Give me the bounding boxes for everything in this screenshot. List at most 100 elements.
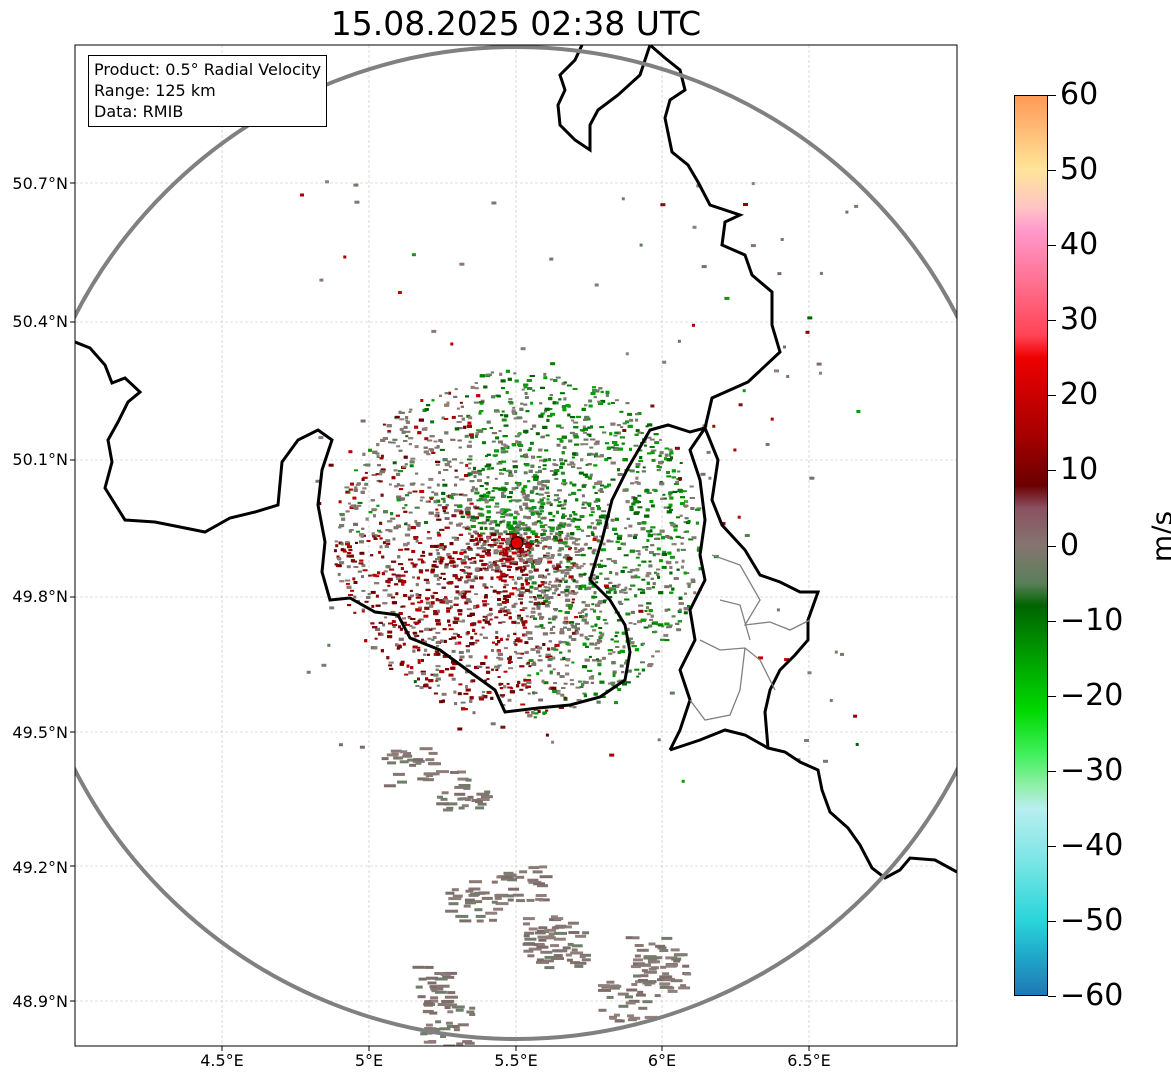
- echo-pixel: [375, 575, 380, 578]
- echo-pixel: [485, 455, 488, 458]
- echo-pixel: [403, 425, 408, 429]
- echo-pixel: [354, 486, 358, 490]
- echo-pixel: [656, 553, 661, 556]
- echo-pixel: [645, 508, 650, 512]
- echo-pixel: [568, 635, 572, 639]
- echo-pixel: [523, 550, 528, 553]
- echo-pixel: [661, 536, 665, 540]
- echo-pixel: [484, 563, 488, 566]
- echo-pixel: [510, 499, 516, 502]
- echo-pixel: [540, 412, 545, 415]
- echo-pixel: [474, 577, 478, 580]
- echo-pixel: [594, 492, 598, 494]
- echo-pixel: [512, 406, 516, 409]
- echo-pixel: [460, 576, 464, 579]
- echo-pixel: [600, 632, 605, 636]
- echo-pixel: [337, 572, 341, 576]
- echo-pixel: [683, 571, 687, 575]
- echo-pixel: [502, 467, 506, 471]
- echo-pixel: [388, 622, 393, 625]
- echo-pixel: [685, 530, 689, 533]
- echo-pixel: [498, 657, 504, 661]
- echo-pixel: [451, 649, 456, 653]
- echo-pixel: [377, 529, 381, 532]
- echo-pixel: [595, 575, 599, 579]
- echo-pixel: [482, 619, 487, 622]
- echo-pixel: [469, 480, 475, 483]
- echo-pixel: [591, 603, 595, 606]
- echo-pixel: [392, 625, 396, 628]
- echo-pixel: [478, 429, 484, 433]
- echo-pixel: [380, 649, 384, 653]
- echo-pixel: [448, 581, 454, 584]
- echo-pixel: [472, 628, 476, 632]
- echo-pixel: [364, 639, 368, 643]
- echo-pixel: [391, 620, 396, 624]
- echo-pixel: [499, 469, 503, 471]
- echo-pixel: [511, 561, 517, 563]
- echo-pixel: [435, 631, 441, 634]
- echo-pixel: [678, 596, 683, 600]
- echo-pixel: [569, 431, 575, 434]
- echo-pixel: [362, 534, 366, 537]
- echo-pixel: [641, 578, 646, 581]
- echo-pixel: [507, 550, 512, 553]
- echo-pixel: [417, 431, 422, 435]
- echo-pixel: [617, 547, 622, 551]
- echo-pixel: [485, 603, 490, 606]
- echo-pixel: [566, 523, 572, 527]
- echo-pixel: [469, 585, 474, 589]
- echo-pixel: [577, 489, 582, 492]
- echo-pixel: [385, 529, 391, 532]
- echo-pixel: [495, 550, 499, 553]
- echo-pixel: [529, 375, 535, 377]
- echo-pixel: [540, 533, 544, 537]
- echo-pixel: [581, 584, 587, 588]
- echo-pixel: [505, 541, 511, 545]
- echo-pixel: [542, 459, 546, 463]
- echo-pixel: [525, 573, 529, 576]
- echo-pixel: [494, 505, 500, 508]
- echo-pixel: [555, 577, 559, 580]
- echo-pixel: [507, 686, 513, 689]
- echo-pixel: [475, 434, 478, 438]
- echo-pixel: [485, 375, 491, 378]
- echo-pixel: [640, 618, 646, 622]
- echo-pixel: [589, 608, 594, 611]
- echo-pixel: [606, 539, 611, 543]
- echo-pixel: [514, 581, 518, 585]
- echo-pixel: [414, 519, 418, 523]
- echo-pixel: [550, 554, 555, 557]
- echo-pixel: [499, 549, 503, 552]
- echo-pixel: [433, 500, 438, 504]
- echo-pixel: [536, 512, 542, 515]
- echo-pixel: [535, 471, 540, 474]
- echo-pixel: [596, 539, 600, 543]
- echo-pixel: [606, 558, 612, 561]
- echo-pixel: [431, 451, 436, 454]
- echo-pixel: [475, 432, 479, 436]
- echo-pixel: [655, 650, 660, 653]
- echo-pixel: [429, 497, 433, 500]
- echo-pixel: [638, 449, 643, 452]
- echo-pixel: [459, 620, 465, 623]
- echo-pixel: [458, 636, 462, 638]
- echo-pixel: [428, 679, 434, 683]
- echo-pixel: [539, 524, 545, 528]
- echo-pixel: [503, 586, 507, 589]
- echo-pixel: [522, 560, 528, 564]
- echo-pixel: [515, 526, 519, 529]
- echo-pixel: [488, 561, 492, 564]
- echo-pixel: [420, 554, 426, 557]
- echo-pixel: [436, 514, 440, 518]
- echo-pixel: [581, 503, 585, 506]
- echo-pixel: [668, 503, 673, 507]
- echo-pixel: [496, 539, 501, 542]
- echo-pixel: [421, 659, 424, 662]
- echo-pixel: [495, 560, 501, 563]
- echo-pixel: [643, 444, 647, 447]
- echo-pixel: [544, 407, 550, 411]
- echo-pixel: [539, 505, 544, 508]
- echo-pixel: [496, 591, 501, 595]
- echo-pixel: [448, 465, 452, 468]
